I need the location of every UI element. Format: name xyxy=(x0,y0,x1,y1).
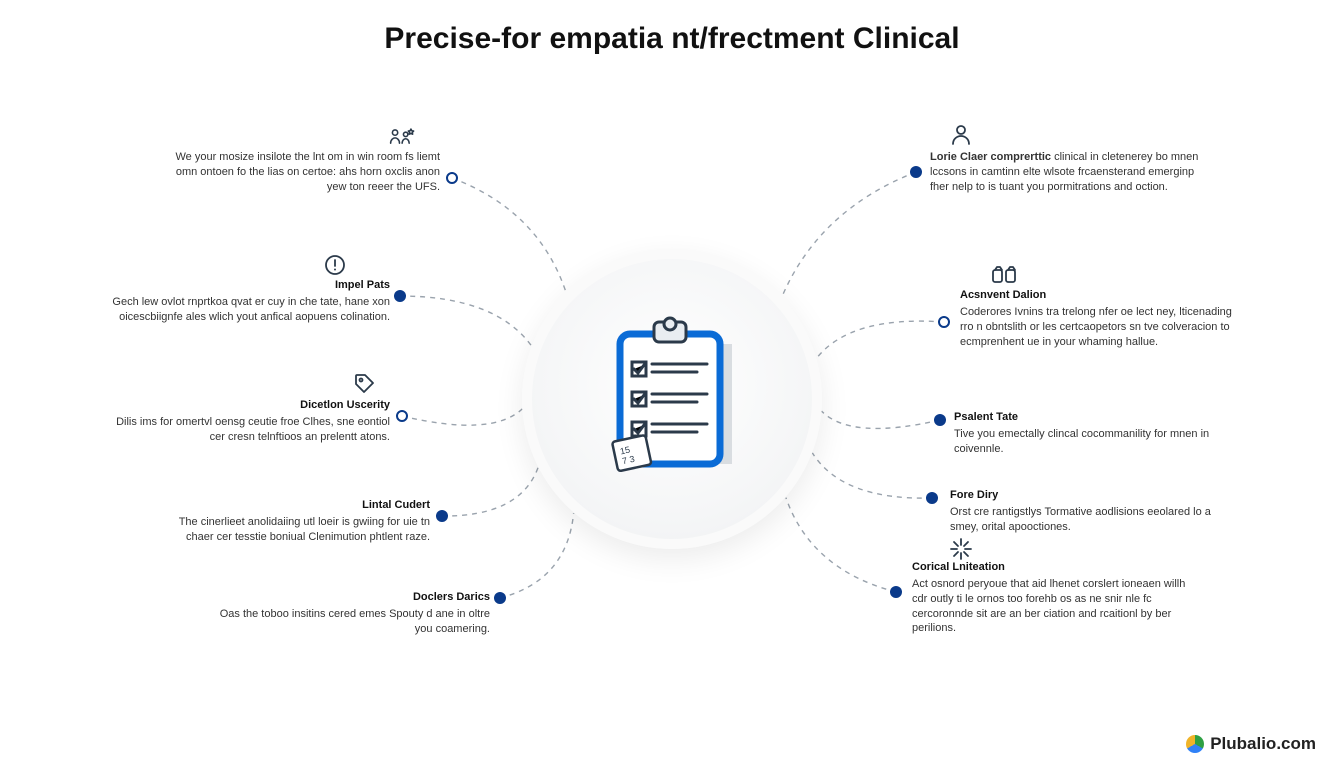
tag-icon xyxy=(350,372,380,398)
item-body: Gech lew ovlot rnprtkoa qvat er cuy in c… xyxy=(110,295,390,325)
connector-dot xyxy=(436,510,448,522)
item-body: Orst cre rantigstlys Tormative aodlision… xyxy=(950,505,1230,535)
center-graphic: 15 7 3 xyxy=(522,249,822,549)
info-item: Doclers Darics Oas the toboo insitins cer… xyxy=(210,590,490,637)
item-body: Lorie Claer comprerttic clinical in clet… xyxy=(930,150,1210,195)
info-item: Impel Pats Gech lew ovlot rnprtkoa qvat e… xyxy=(110,278,390,325)
info-item: Lorie Claer comprerttic clinical in clet… xyxy=(930,150,1210,195)
connector-dot xyxy=(446,172,458,184)
item-heading: Psalent Tate xyxy=(954,410,1234,425)
watermark-logo-icon xyxy=(1186,735,1204,753)
item-heading: Dicetlon Uscerity xyxy=(110,398,390,413)
item-body: Oas the toboo insitins cered emes Spouty… xyxy=(210,607,490,637)
connector-dot xyxy=(926,492,938,504)
page-title: Precise-for empatia nt/frectment Clinica… xyxy=(0,22,1344,56)
item-body: Tive you emectally clincal cocommanility… xyxy=(954,427,1234,457)
item-heading: Acsnvent Dalion xyxy=(960,288,1240,303)
watermark: Plubalio.com xyxy=(1186,734,1316,754)
info-item: Psalent Tate Tive you emectally clincal c… xyxy=(954,410,1234,457)
spark-icon xyxy=(946,536,976,562)
bins-icon xyxy=(990,262,1020,288)
person-icon xyxy=(946,122,976,148)
item-body: The cinerlieet anolidaiing utl loeir is … xyxy=(150,515,430,545)
item-heading: Impel Pats xyxy=(110,278,390,293)
connector-dot xyxy=(938,316,950,328)
info-item: Acsnvent Dalion Coderores Ivnins tra trel… xyxy=(960,288,1240,349)
item-heading: Corical Lniteation xyxy=(912,560,1192,575)
connector-dot xyxy=(934,414,946,426)
connector-dot xyxy=(396,410,408,422)
exclaim-circle-icon xyxy=(320,252,350,278)
item-body: We your mosize insilote the lnt om in wi… xyxy=(160,150,440,195)
watermark-text: Plubalio.com xyxy=(1210,734,1316,754)
info-item: Dicetlon Uscerity Dilis ims for omertvl o… xyxy=(110,398,390,445)
info-item: Fore Diry Orst cre rantigstlys Tormative … xyxy=(950,488,1230,535)
people-star-icon xyxy=(388,124,418,150)
info-item: Corical Lniteation Act osnord peryoue tha… xyxy=(912,560,1192,636)
connector-dot xyxy=(910,166,922,178)
item-heading: Fore Diry xyxy=(950,488,1230,503)
clipboard-icon: 15 7 3 xyxy=(602,314,742,484)
item-body: Act osnord peryoue that aid lhenet corsl… xyxy=(912,577,1192,636)
info-item: We your mosize insilote the lnt om in wi… xyxy=(160,150,440,195)
connector-dot xyxy=(890,586,902,598)
item-heading: Doclers Darics xyxy=(210,590,490,605)
connector-dot xyxy=(494,592,506,604)
item-heading: Lintal Cudert xyxy=(150,498,430,513)
connector-dot xyxy=(394,290,406,302)
info-item: Lintal Cudert The cinerlieet anolidaiing … xyxy=(150,498,430,545)
item-body: Dilis ims for omertvl oensg ceutie froe … xyxy=(110,415,390,445)
item-body: Coderores Ivnins tra trelong nfer oe lec… xyxy=(960,305,1240,350)
